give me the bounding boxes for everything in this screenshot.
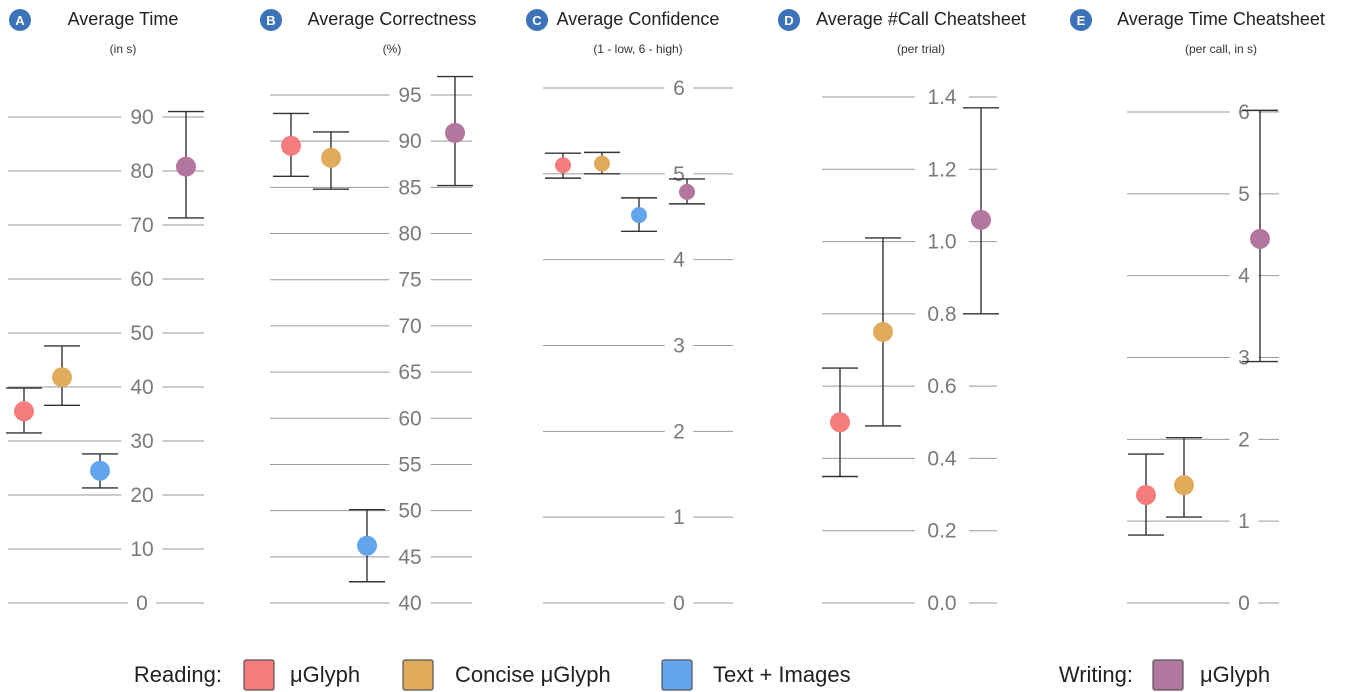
data-point	[1136, 484, 1156, 505]
legend-group-label: Writing:	[1059, 662, 1133, 687]
data-point	[873, 321, 893, 342]
panel-subtitle: (in s)	[110, 42, 137, 56]
panel-title: Average Confidence	[557, 9, 720, 29]
tick-label: 0.8	[927, 303, 956, 326]
tick-label: 3	[673, 335, 685, 358]
legend: Reading: μGlyph Concise μGlyph Text + Image…	[134, 659, 1270, 691]
legend-swatch	[243, 659, 275, 691]
tick-label: 4	[673, 249, 685, 272]
tick-label: 80	[398, 223, 421, 246]
data-point	[679, 183, 695, 200]
tick-label: 1	[1238, 510, 1250, 533]
tick-label: 0.2	[927, 520, 956, 543]
panel-badge-letter: C	[532, 13, 542, 28]
panel-title: Average #Call Cheatsheet	[816, 9, 1026, 29]
legend-item-label: μGlyph	[1200, 662, 1270, 687]
tick-label: 90	[130, 106, 153, 129]
tick-label: 70	[398, 315, 421, 338]
panel-c: C Average Confidence (1 - low, 6 - high) 0 1…	[526, 9, 733, 615]
legend-swatch	[402, 659, 434, 691]
panel-badge	[9, 9, 31, 31]
tick-label: 40	[398, 592, 421, 615]
tick-label: 2	[673, 420, 685, 443]
tick-label: 4	[1238, 265, 1250, 288]
legend-item-label: μGlyph	[290, 662, 360, 687]
tick-label: 90	[398, 130, 421, 153]
data-point	[971, 209, 991, 230]
tick-label: 0	[136, 592, 148, 615]
legend-item-label: Concise μGlyph	[455, 662, 611, 687]
panel-subtitle: (1 - low, 6 - high)	[593, 42, 682, 56]
legend-swatch	[661, 659, 693, 691]
tick-label: 1.4	[927, 86, 957, 109]
tick-label: 20	[130, 484, 153, 507]
tick-label: 60	[130, 268, 153, 291]
panel-badge	[778, 9, 800, 31]
data-point	[176, 156, 196, 177]
panel-title: Average Time	[68, 9, 179, 29]
tick-label: 5	[673, 163, 685, 186]
tick-label: 5	[1238, 183, 1250, 206]
panel-a: A Average Time (in s) 0 10 20 30 40 50 60 70 80 90	[6, 9, 204, 615]
data-point	[1250, 228, 1270, 249]
panel-badge	[260, 9, 282, 31]
panel-badge	[526, 9, 548, 31]
panel-d: D Average #Call Cheatsheet (per trial) 0.0 0…	[778, 9, 1026, 615]
tick-label: 3	[1238, 347, 1250, 370]
panel-badge-letter: A	[15, 13, 25, 28]
tick-label: 0.6	[927, 375, 956, 398]
tick-label: 0	[1238, 592, 1250, 615]
data-point	[555, 157, 571, 174]
panel-b: B Average Correctness (%) 40 45 50 55 60 65 70 75 8…	[260, 9, 476, 615]
panel-subtitle: (%)	[383, 42, 402, 56]
data-point	[830, 412, 850, 433]
tick-label: 10	[130, 538, 153, 561]
tick-label: 0.0	[927, 592, 956, 615]
tick-label: 6	[1238, 101, 1250, 124]
panel-badge-letter: D	[784, 13, 793, 28]
tick-label: 50	[398, 500, 421, 523]
data-point	[1174, 475, 1194, 496]
data-point	[52, 367, 72, 388]
data-point	[281, 135, 301, 156]
tick-label: 6	[673, 77, 685, 100]
panel-e: E Average Time Cheatsheet (per call, in s)…	[1070, 9, 1325, 615]
tick-label: 65	[398, 361, 421, 384]
tick-label: 55	[398, 453, 421, 476]
tick-label: 45	[398, 546, 421, 569]
tick-label: 1.2	[927, 158, 956, 181]
legend-swatch	[1152, 659, 1184, 691]
legend-group-label: Reading:	[134, 662, 222, 687]
tick-label: 1.0	[927, 231, 956, 254]
legend-item-label: Text + Images	[713, 662, 851, 687]
panel-badge-letter: B	[266, 13, 275, 28]
tick-label: 50	[130, 322, 153, 345]
tick-label: 80	[130, 160, 153, 183]
panel-badge	[1070, 9, 1092, 31]
panel-badge-letter: E	[1077, 13, 1086, 28]
tick-label: 60	[398, 407, 421, 430]
tick-label: 95	[398, 84, 421, 107]
data-point	[90, 460, 110, 481]
tick-label: 0	[673, 592, 685, 615]
panel-title: Average Time Cheatsheet	[1117, 9, 1325, 29]
tick-label: 40	[130, 376, 153, 399]
data-point	[321, 147, 341, 168]
tick-label: 0.4	[927, 447, 957, 470]
tick-label: 70	[130, 214, 153, 237]
panel-subtitle: (per trial)	[897, 42, 945, 56]
tick-label: 85	[398, 176, 421, 199]
data-point	[445, 122, 465, 143]
panel-subtitle: (per call, in s)	[1185, 42, 1257, 56]
data-point	[14, 401, 34, 422]
panel-title: Average Correctness	[308, 9, 477, 29]
tick-label: 75	[398, 269, 421, 292]
tick-label: 1	[673, 506, 685, 529]
tick-label: 30	[130, 430, 153, 453]
data-point	[631, 207, 647, 224]
data-point	[594, 155, 610, 172]
tick-label: 2	[1238, 428, 1250, 451]
data-point	[357, 535, 377, 556]
